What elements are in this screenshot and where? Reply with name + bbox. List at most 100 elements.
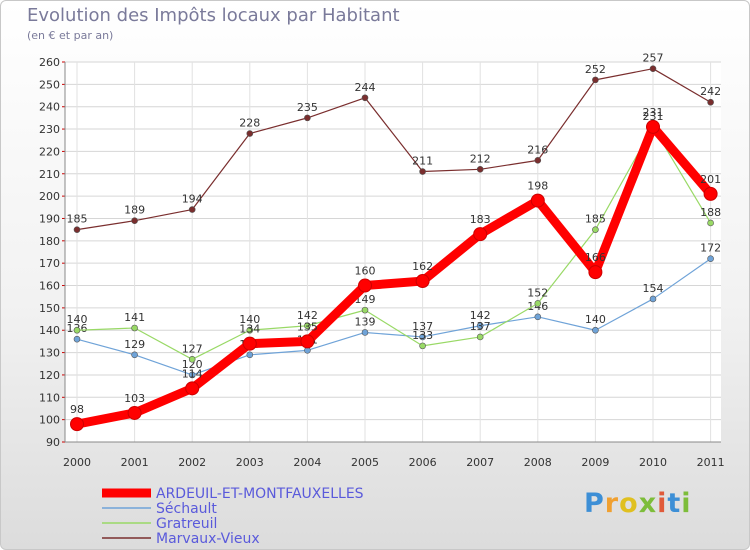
data-label: 252	[585, 63, 606, 76]
data-label: 140	[67, 313, 88, 326]
logo-letter: x	[638, 488, 658, 519]
data-label: 198	[527, 180, 548, 193]
data-point	[131, 351, 138, 359]
data-label: 183	[470, 213, 491, 226]
data-label: 244	[355, 81, 376, 94]
data-label: 114	[182, 367, 203, 380]
y-tick-label: 110	[39, 391, 60, 404]
y-tick-label: 220	[39, 145, 60, 158]
series-line	[76, 68, 712, 231]
legend-label: Gratreuil	[156, 516, 217, 532]
logo-letter: i	[681, 488, 692, 519]
plot-area	[65, 62, 721, 442]
data-label: 127	[182, 342, 203, 355]
x-tick-label: 2004	[293, 456, 321, 469]
x-tick-label: 2007	[466, 456, 494, 469]
y-tick-label: 140	[39, 324, 60, 337]
data-point	[358, 278, 372, 293]
data-label: 185	[67, 213, 88, 226]
legend-label: ARDEUIL-ET-MONTFAUXELLES	[156, 486, 364, 502]
data-point	[70, 417, 84, 432]
x-tick-label: 2002	[178, 456, 206, 469]
x-tick-label: 2005	[351, 456, 379, 469]
data-label: 140	[239, 313, 260, 326]
data-point	[242, 336, 257, 351]
x-tick-label: 2009	[581, 456, 609, 469]
data-point	[361, 94, 369, 102]
data-point	[707, 255, 714, 263]
data-point	[304, 322, 311, 330]
data-point	[476, 165, 484, 173]
data-point	[73, 335, 81, 343]
y-tick-label: 260	[39, 56, 60, 69]
series-line	[76, 258, 712, 376]
data-label: 103	[124, 392, 145, 405]
logo-letter: i	[657, 488, 668, 519]
x-tick-label: 2011	[697, 456, 725, 469]
data-point	[73, 226, 81, 233]
data-label: 154	[643, 282, 664, 295]
data-point	[73, 326, 81, 334]
series-line	[76, 126, 712, 360]
data-label: 257	[643, 52, 664, 65]
data-label: 142	[470, 309, 491, 322]
data-label: 242	[700, 85, 721, 98]
data-point	[419, 333, 426, 341]
data-point	[592, 326, 599, 334]
data-point	[649, 295, 657, 303]
data-point	[588, 265, 603, 280]
y-tick-label: 130	[39, 347, 60, 360]
data-point	[188, 371, 196, 379]
y-tick-label: 120	[39, 369, 60, 382]
data-label: 140	[585, 313, 606, 326]
x-tick-label: 2000	[63, 456, 91, 469]
data-label: 137	[470, 320, 491, 333]
y-tick-label: 100	[39, 414, 60, 427]
data-point	[246, 130, 254, 137]
data-label: 129	[124, 338, 145, 351]
data-point	[707, 219, 714, 227]
data-label: 216	[527, 143, 548, 156]
data-point	[246, 351, 254, 359]
data-point	[707, 98, 714, 106]
data-label: 185	[585, 213, 606, 226]
data-point	[188, 355, 196, 363]
data-point	[534, 300, 542, 307]
data-label: 212	[470, 152, 491, 165]
data-point	[188, 206, 196, 213]
proxiti-logo: Proxiti	[584, 488, 692, 519]
data-label: 189	[124, 204, 145, 217]
data-label: 120	[182, 358, 203, 371]
logo-letter: o	[619, 488, 639, 519]
y-tick-label: 180	[39, 235, 60, 248]
legend-label: Séchault	[156, 501, 217, 517]
x-tick-label: 2003	[236, 456, 264, 469]
logo-letter: t	[667, 488, 682, 519]
data-label: 139	[355, 315, 376, 328]
data-point	[127, 405, 142, 420]
data-point	[534, 313, 542, 321]
data-label: 137	[412, 320, 433, 333]
data-label: 231	[643, 106, 664, 119]
data-point	[649, 65, 657, 73]
data-point	[534, 157, 542, 164]
y-tick-label: 240	[39, 101, 60, 114]
y-tick-label: 90	[46, 436, 60, 449]
data-point	[476, 322, 484, 330]
data-label: 235	[297, 101, 318, 114]
y-tick-label: 150	[39, 302, 60, 315]
data-label: 211	[412, 155, 433, 168]
x-tick-label: 2010	[639, 456, 667, 469]
data-point	[246, 326, 254, 334]
logo-letter: r	[604, 488, 620, 519]
data-label: 188	[700, 206, 721, 219]
data-label: 98	[70, 403, 84, 416]
series-marvaux-vieux: 185 189 194 228 235 244 211 212 216 252 257 242	[67, 52, 721, 233]
data-label: 172	[700, 242, 721, 255]
y-tick-label: 210	[39, 168, 60, 181]
chart-subtitle: (en € et par an)	[27, 29, 114, 42]
y-tick-label: 160	[39, 280, 60, 293]
chart-title: Evolution des Impôts locaux par Habitant	[27, 5, 400, 26]
data-label: 231	[643, 110, 664, 123]
